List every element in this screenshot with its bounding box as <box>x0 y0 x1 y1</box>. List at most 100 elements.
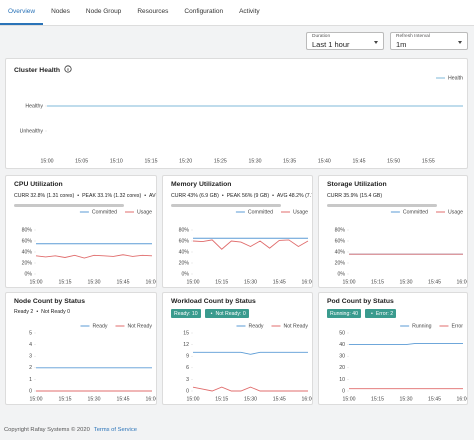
y-tick-label: 12 <box>183 342 189 348</box>
legend-label: Ready <box>248 323 263 329</box>
x-tick-label: 16:00 <box>302 396 313 402</box>
copyright: Copyright Rafay Systems © 2020 <box>4 427 90 433</box>
x-tick-label: 15:15 <box>145 158 158 164</box>
x-tick-label: 16:00 <box>146 396 157 402</box>
x-tick-label: 15:15 <box>59 396 72 402</box>
dropdown-label: Refresh Interval <box>396 34 430 39</box>
tab[interactable]: Configuration <box>184 8 224 15</box>
x-tick-label: 15:30 <box>88 279 101 285</box>
chart: 0 1 2 3 4 5 15:00 15:15 15:30 15:45 16:00 Not Ready… <box>29 323 157 402</box>
panel: 0% 20% 40% 60% 80% 15:00 15:15 15:30 15:45 16:00 U… <box>162 175 313 288</box>
stat: AVG 48.2% (7.7 GB) <box>269 193 312 199</box>
x-tick-label: 15:45 <box>428 279 441 285</box>
tab[interactable]: Overview <box>0 0 44 25</box>
x-tick-label: 15:55 <box>422 158 435 164</box>
tab[interactable]: Nodes <box>51 8 70 15</box>
y-tick-label: 2 <box>29 365 32 371</box>
x-tick-label: 16:00 <box>457 396 468 402</box>
legend-label: Usage <box>293 209 308 215</box>
x-tick-label: 15:50 <box>387 158 400 164</box>
stat: PEAK 33.1% (1.32 cores) <box>74 193 141 199</box>
info-circle <box>64 65 72 73</box>
panel: 0 3 6 9 12 15 15:00 15:15 15:30 15:45 16:00 Not Rea… <box>162 292 313 405</box>
series-line <box>192 386 308 392</box>
x-tick-label: 15:30 <box>400 279 413 285</box>
x-tick-label: 16:00 <box>457 279 468 285</box>
stat: Ready 2 <box>14 309 34 315</box>
y-tick-label: 20% <box>179 260 190 266</box>
series-line <box>35 254 153 259</box>
tab-bar: Overview Nodes Node Group Resources Configur… <box>0 0 474 26</box>
terms-link[interactable]: Terms of Service <box>93 427 137 433</box>
x-tick-label: 15:45 <box>117 396 130 402</box>
status-badge: Ready: 10 <box>171 309 201 318</box>
y-tick-label: 60% <box>179 238 190 244</box>
x-tick-label: 15:00 <box>187 396 200 402</box>
dropdown-value: 1m <box>396 40 407 49</box>
y-tick-label: 4 <box>29 342 32 348</box>
y-tick-label: 0 <box>342 388 345 394</box>
y-tick-label: 3 <box>29 354 32 360</box>
x-tick-label: 15:00 <box>343 396 356 402</box>
panel-title: Pod Count by Status <box>327 298 394 305</box>
x-tick-label: 15:30 <box>244 396 257 402</box>
y-tick-label: 0 <box>186 388 189 394</box>
legend-label: Error <box>451 323 463 329</box>
x-tick-label: 15:00 <box>30 279 43 285</box>
legend-label: Committed <box>92 209 117 215</box>
y-tick-label: 60% <box>335 238 346 244</box>
dropdown-value: Last 1 hour <box>312 40 350 49</box>
tab[interactable]: Activity <box>239 8 260 15</box>
panel-title: CPU Utilization <box>14 181 63 188</box>
legend-label: Committed <box>248 209 273 215</box>
series-line <box>193 351 308 355</box>
status-badge: Not Ready: 0 <box>204 309 249 318</box>
stat: CURR 43% (6.9 GB) <box>171 193 219 199</box>
status-badge: Running: 40 <box>327 309 361 318</box>
y-tick-label: 1 <box>29 377 32 383</box>
chart: Unhealthy Healthy 15:00 15:05 15:10 15:15 15:2… <box>20 75 463 164</box>
x-tick-label: 15:15 <box>215 279 228 285</box>
y-tick-label: 80% <box>335 227 346 233</box>
x-tick-label: 15:40 <box>318 158 331 164</box>
x-tick-label: 15:30 <box>244 279 257 285</box>
x-tick-label: 15:15 <box>371 279 384 285</box>
y-tick-label: 5 <box>29 330 32 336</box>
x-tick-label: 15:45 <box>353 158 366 164</box>
y-tick-label: 20% <box>335 260 346 266</box>
x-tick-label: 15:45 <box>273 279 286 285</box>
chart: 0% 20% 40% 60% 80% 15:00 15:15 15:30 15:45 16:00 U… <box>22 209 156 285</box>
y-tick-label: 0% <box>25 271 33 277</box>
x-tick-label: 15:45 <box>428 396 441 402</box>
x-tick-label: 15:10 <box>110 158 123 164</box>
tab[interactable]: Node Group <box>85 8 122 15</box>
panel: 0% 20% 40% 60% 80% 15:00 15:15 15:30 15:45 16:00 U… <box>5 175 157 288</box>
panel-title: Cluster Health <box>14 64 72 74</box>
panel: 0% 20% 40% 60% 80% 15:00 15:15 15:30 15:45 16:00 U… <box>318 175 468 288</box>
dropdown[interactable]: Refresh Interval 1m <box>390 32 468 50</box>
x-tick-label: 15:45 <box>273 396 286 402</box>
dropdown-label: Duration <box>312 34 331 39</box>
chart: 0 3 6 9 12 15 15:00 15:15 15:30 15:45 16:00 Not Rea… <box>183 323 313 402</box>
y-tick-label: 15 <box>183 330 189 336</box>
y-tick-label: 3 <box>186 377 189 383</box>
y-tick-label: 20 <box>339 365 345 371</box>
stats: Running: 40Error: 2 <box>327 309 400 318</box>
x-tick-label: 15:00 <box>30 396 43 402</box>
x-tick-label: 15:00 <box>187 279 200 285</box>
stat: CURR 32.8% (1.31 cores) <box>14 193 75 199</box>
caret <box>458 41 462 44</box>
x-tick-label: 15:15 <box>215 396 228 402</box>
series-line <box>349 342 463 346</box>
stats: Ready: 10Not Ready: 0 <box>171 309 253 318</box>
scrollbar <box>171 204 281 207</box>
stats: CURR 43% (6.9 GB)PEAK 56% (9 GB)AVG 48.2… <box>171 193 312 199</box>
x-tick-label: 15:30 <box>88 396 101 402</box>
dropdown[interactable]: Duration Last 1 hour <box>306 32 384 50</box>
y-tick-label: 0 <box>29 388 32 394</box>
x-tick-label: 15:05 <box>75 158 88 164</box>
tab[interactable]: Resources <box>137 8 169 15</box>
y-tick-label: 40% <box>179 249 190 255</box>
panel: 0 10 20 30 40 50 15:00 15:15 15:30 15:45 16:00 Erro… <box>318 292 468 405</box>
stat: PEAK 56% (9 GB) <box>219 193 269 199</box>
